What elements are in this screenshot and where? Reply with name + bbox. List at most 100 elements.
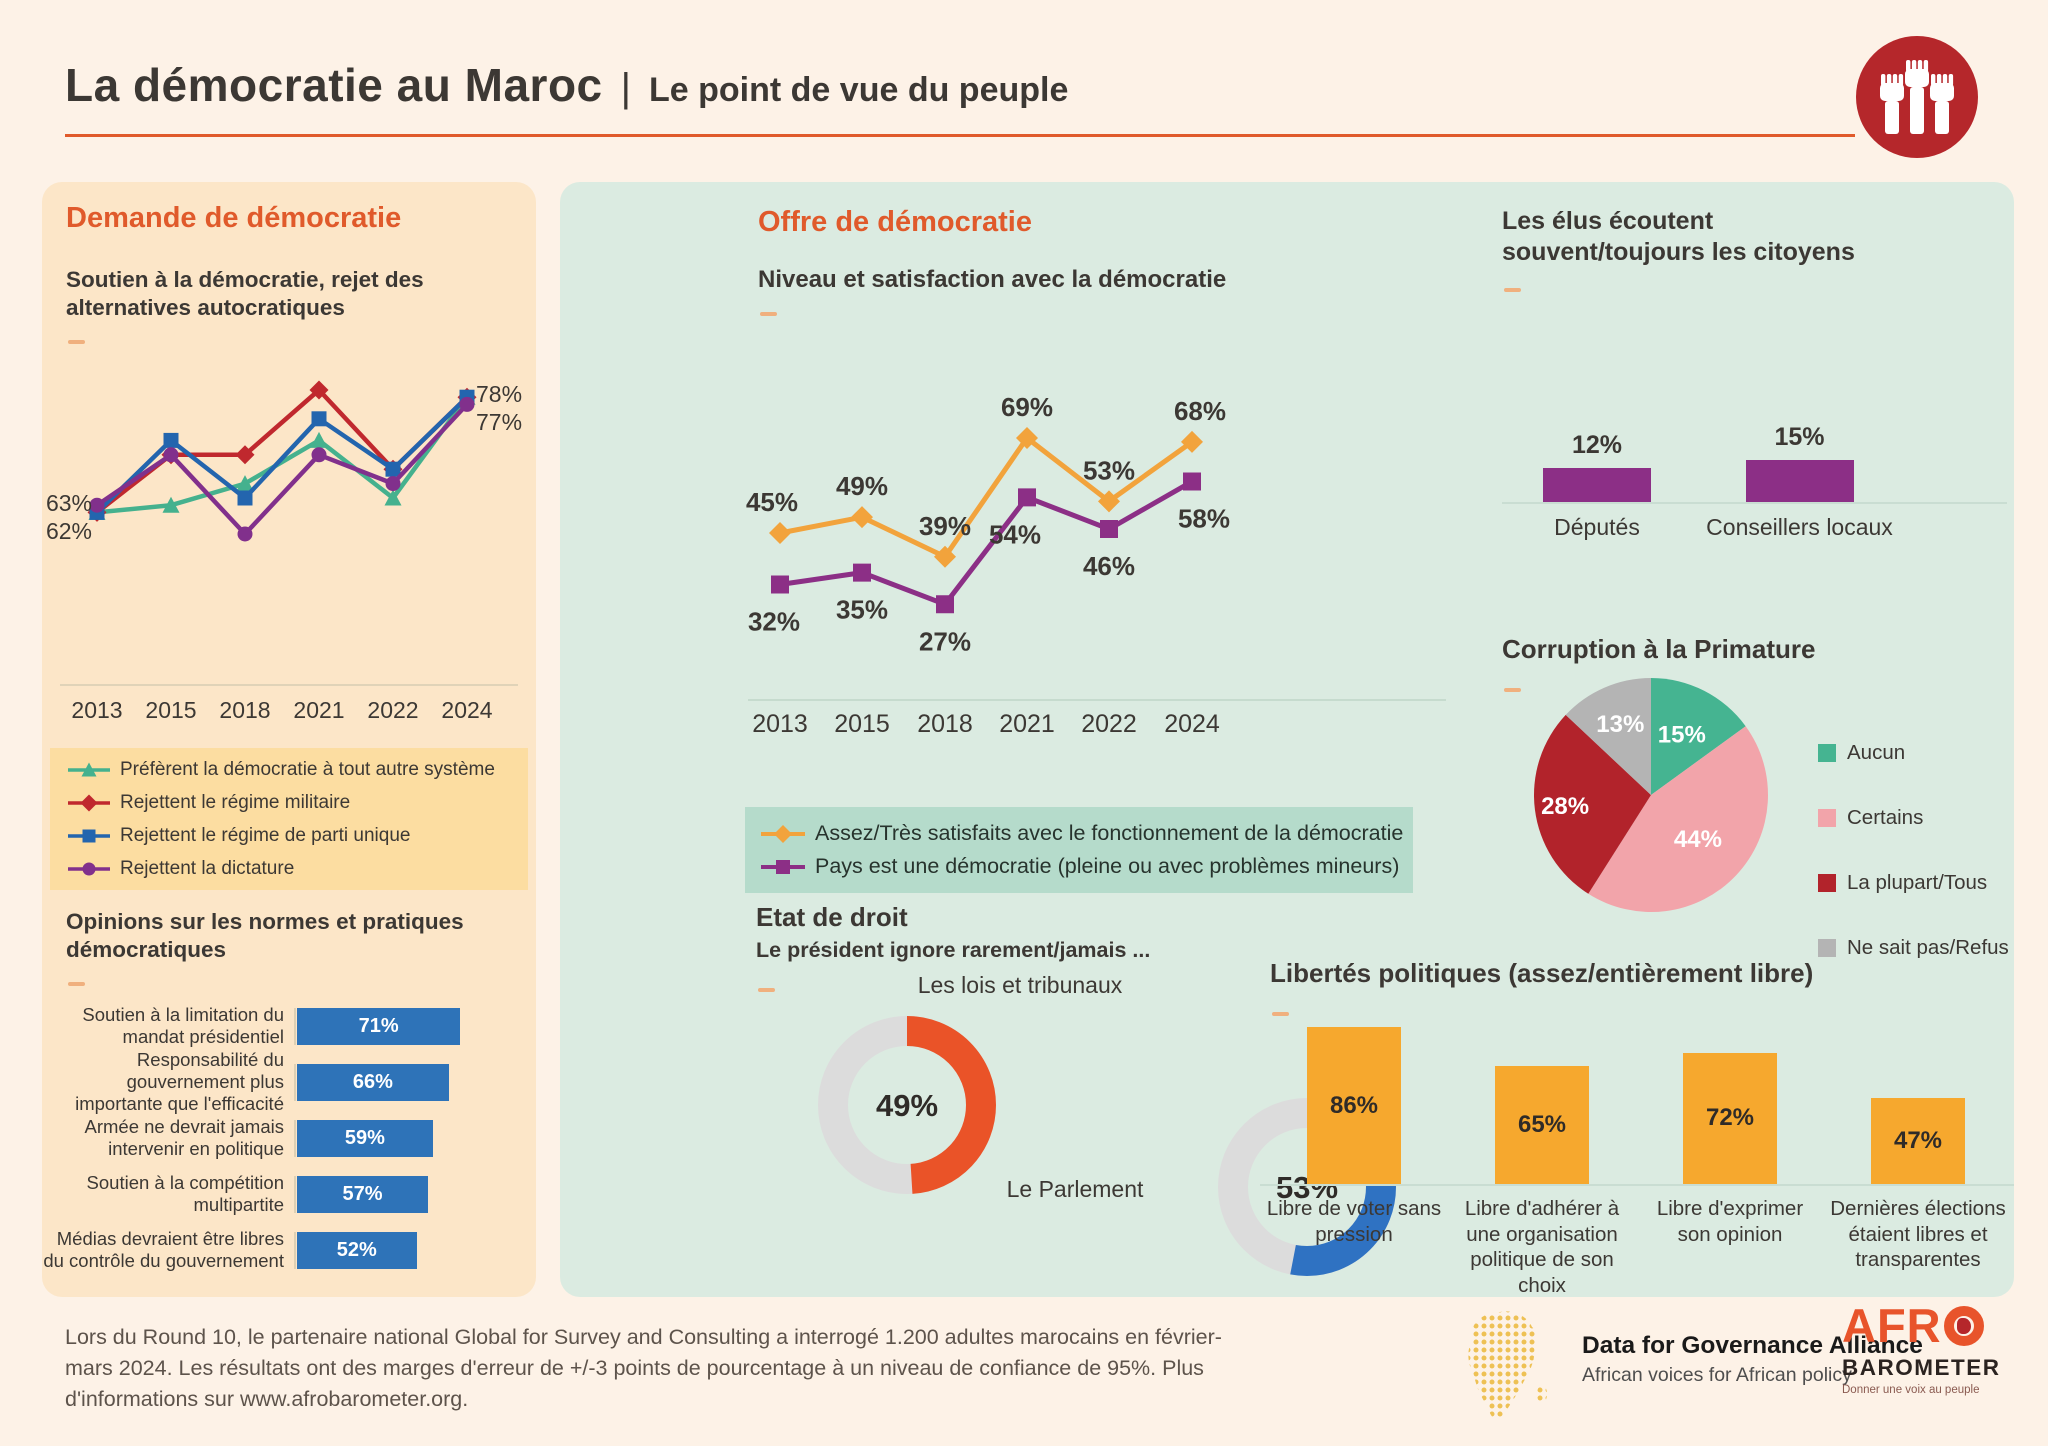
elected-labels-row: Députés Conseillers locaux [1502, 504, 2007, 541]
section-title-offre: Offre de démocratie [758, 206, 1032, 238]
donut-label-parlement: Le Parlement [1006, 1176, 1144, 1202]
opinion-bar-track: 66% [294, 1063, 536, 1101]
opinion-label: Médias devraient être libres du contrôle… [43, 1228, 284, 1271]
opinion-row: Médias devraient être libres du contrôle… [42, 1222, 536, 1278]
legend-swatch [1818, 808, 1836, 827]
elected-bar-cell: 12% [1502, 382, 1692, 502]
svg-text:45%: 45% [746, 487, 798, 517]
satisfaction-line-chart: 2013 2015 2018 2021 2022 2024 45% 49% 39% 69% 53% 6… [746, 392, 1446, 738]
legend-swatch [1818, 743, 1836, 762]
liberty-category-label: Libre d'exprimer son opinion [1656, 1197, 1804, 1246]
liberty-category-label: Libre d'adhérer à une organisation polit… [1464, 1197, 1620, 1297]
opinion-bar-track: 52% [294, 1231, 536, 1269]
opinion-value: 52% [336, 1238, 377, 1261]
square-marker-icon [68, 829, 110, 842]
opinion-bar-track: 71% [294, 1007, 536, 1045]
opinion-label: Soutien à la compétition multipartite [86, 1172, 284, 1215]
opinion-row: Responsabilité du gouvernement plus impo… [42, 1049, 536, 1114]
svg-text:2015: 2015 [145, 697, 196, 723]
africa-dots-icon [1468, 1311, 1547, 1420]
svg-text:2024: 2024 [1164, 710, 1220, 738]
corruption-pie-legend: Aucun Certains La plupart/Tous Ne sait pas/… [1818, 720, 2009, 980]
chart-title-opinions: Opinions sur les normes et pratiques dém… [66, 909, 464, 963]
svg-text:2018: 2018 [917, 710, 973, 738]
afro-o-icon [1943, 1305, 1984, 1346]
svg-text:13%: 13% [1596, 711, 1644, 738]
title-separator: | [620, 66, 632, 110]
opinion-value: 71% [358, 1014, 399, 1037]
chart-title-elus: Les élus écoutent souvent/toujours les c… [1502, 207, 1855, 267]
chart-subtitle-president: Le président ignore rarement/jamais ... [756, 938, 1151, 962]
liberty-value: 47% [1893, 1127, 1943, 1155]
liberties-bar-chart: 86% 65% 72% 47% Libre de voter sans pression… [1260, 1022, 2014, 1299]
legend-label: Assez/Très satisfaits avec le fonctionne… [815, 821, 1404, 845]
demand-chart-legend: Préfèrent la démocratie à tout autre sys… [50, 748, 528, 890]
opinion-bar: 52% [297, 1231, 417, 1269]
svg-text:49%: 49% [876, 1088, 938, 1123]
legend-item: Rejettent la dictature [66, 852, 528, 885]
liberty-bar: 72% [1683, 1052, 1777, 1184]
donut-label-lois: Les lois et tribunaux [917, 972, 1123, 998]
svg-text:15%: 15% [1658, 722, 1706, 749]
svg-text:2024: 2024 [441, 697, 492, 723]
legend-label: Rejettent le régime de parti unique [120, 824, 411, 846]
opinion-value: 59% [344, 1126, 385, 1149]
legend-item: Aucun [1818, 720, 2009, 785]
legend-item: Certains [1818, 785, 2009, 850]
diamond-marker-icon [761, 824, 805, 843]
legend-label: Pays est une démocratie (pleine ou avec … [815, 854, 1400, 878]
legend-item: Préfèrent la démocratie à tout autre sys… [66, 753, 528, 786]
liberty-bar-cell: 47% [1824, 1022, 2012, 1184]
opinion-bar: 71% [297, 1007, 461, 1045]
svg-text:62%: 62% [46, 518, 92, 544]
corruption-pie-chart: 15% 44% 28% 13% [1534, 678, 1768, 913]
africa-shape [1468, 1311, 1538, 1420]
elected-value: 15% [1774, 423, 1825, 451]
liberty-bar: 86% [1307, 1027, 1401, 1184]
legend-item: Pays est une démocratie (pleine ou avec … [759, 850, 1413, 883]
pie-slice [1651, 678, 1746, 795]
dga-tagline: African voices for African policy [1582, 1364, 1852, 1386]
madagascar-shape [1537, 1385, 1547, 1403]
accent-dash [760, 312, 777, 316]
opinion-value: 57% [342, 1182, 383, 1205]
dga-name: Data for Governance Alliance [1582, 1332, 1923, 1359]
accent-dash [1272, 1012, 1289, 1016]
svg-text:54%: 54% [989, 519, 1041, 549]
pie-slice [1565, 678, 1651, 795]
svg-text:78%: 78% [476, 381, 522, 407]
page-title: La démocratie au Maroc | Le point de vue d… [65, 58, 1068, 112]
elected-category-label: Députés [1554, 514, 1640, 540]
svg-text:2021: 2021 [293, 697, 344, 723]
opinion-bar: 57% [297, 1175, 429, 1213]
svg-text:44%: 44% [1674, 826, 1722, 853]
liberty-bar: 65% [1495, 1065, 1589, 1184]
donut-lois-et-tribunaux: 49% [818, 1016, 996, 1194]
opinion-row: Soutien à la compétition multipartite 57% [42, 1166, 536, 1222]
liberty-value: 72% [1705, 1104, 1755, 1132]
liberty-category-label: Dernières élections étaient libres et tr… [1830, 1197, 2006, 1272]
svg-text:2022: 2022 [367, 697, 418, 723]
afro-wordmark: AFR [1842, 1299, 1942, 1352]
opinion-bar: 66% [297, 1063, 449, 1101]
legend-item: La plupart/Tous [1818, 850, 2009, 915]
opinion-bar-track: 57% [294, 1175, 536, 1213]
liberty-bar: 47% [1871, 1098, 1965, 1184]
svg-text:2013: 2013 [71, 697, 122, 723]
chart-title-libertes: Libertés politiques (assez/entièrement l… [1270, 958, 1814, 988]
accent-dash [68, 340, 85, 344]
legend-label: Certains [1847, 805, 1924, 829]
elected-value: 12% [1571, 431, 1623, 460]
opinions-bar-chart: Soutien à la limitation du mandat présid… [42, 998, 536, 1278]
chart-title-satisfaction: Niveau et satisfaction avec la démocrati… [758, 266, 1227, 293]
opinion-label: Armée ne devrait jamais intervenir en po… [84, 1116, 284, 1159]
svg-text:53%: 53% [1083, 455, 1135, 485]
svg-text:63%: 63% [46, 490, 92, 516]
legend-item: Assez/Très satisfaits avec le fonctionne… [759, 817, 1413, 850]
satisfaction-chart-legend: Assez/Très satisfaits avec le fonctionne… [745, 807, 1413, 893]
svg-text:49%: 49% [836, 471, 888, 501]
legend-swatch [1818, 873, 1836, 892]
legend-label: Ne sait pas/Refus [1847, 935, 2009, 959]
liberty-bar-cell: 72% [1636, 1022, 1824, 1184]
pie-slice [1534, 714, 1651, 894]
